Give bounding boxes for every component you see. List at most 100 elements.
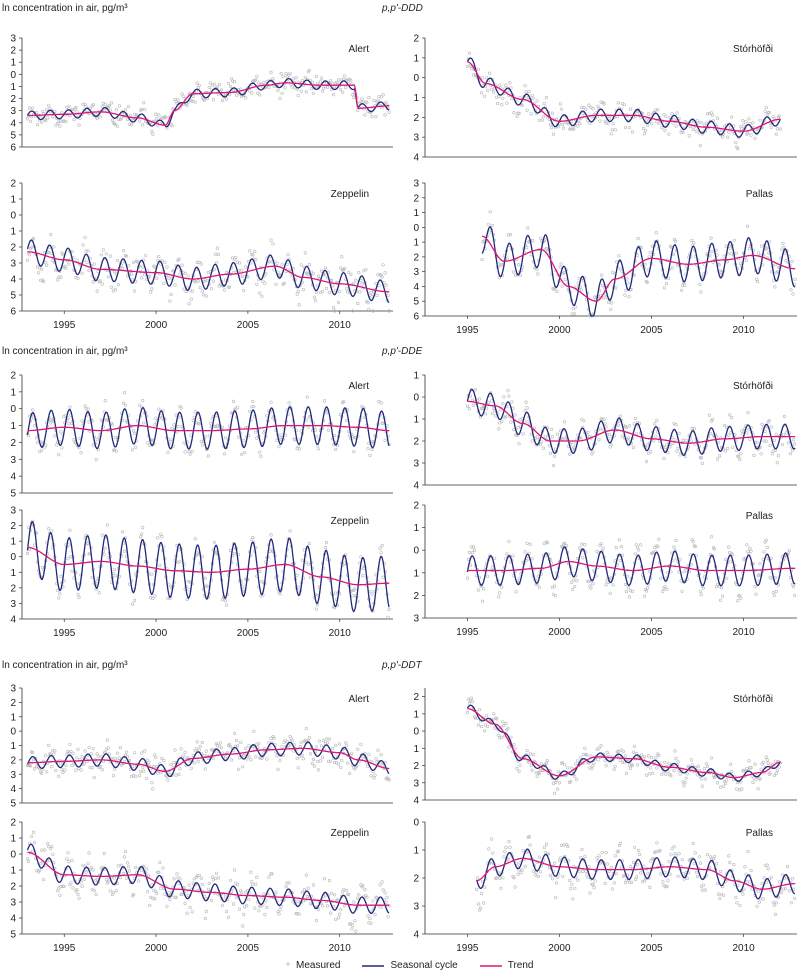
measured-point	[651, 771, 655, 775]
measured-point	[695, 773, 699, 777]
measured-point	[749, 133, 753, 137]
measured-point	[240, 890, 244, 895]
measured-point	[50, 529, 54, 533]
measured-point	[59, 119, 63, 123]
measured-point	[566, 844, 570, 849]
measured-point	[50, 844, 54, 849]
measured-point	[490, 87, 494, 91]
measured-point	[652, 439, 656, 443]
measured-point	[485, 714, 489, 718]
measured-point	[674, 423, 678, 427]
measured-point	[634, 875, 639, 879]
measured-point	[79, 768, 83, 772]
measured-point	[624, 288, 628, 293]
measured-point	[369, 290, 373, 295]
measured-point	[777, 114, 781, 118]
measured-point	[486, 88, 490, 92]
measured-point	[605, 862, 609, 866]
measured-point	[674, 756, 678, 761]
measured-point	[76, 113, 80, 117]
measured-point	[250, 405, 254, 409]
measured-point	[493, 556, 497, 560]
x-tick-label: 2005	[640, 325, 663, 336]
measured-point	[681, 780, 685, 784]
measured-point	[501, 876, 505, 880]
x-tick-label: 2000	[548, 627, 571, 638]
measured-point	[513, 273, 518, 277]
measured-point	[68, 528, 72, 532]
station-label: Stórhöfði	[733, 43, 773, 55]
measured-point	[684, 776, 688, 780]
measured-point	[283, 86, 287, 90]
measured-point	[515, 766, 519, 771]
measured-point	[44, 443, 48, 447]
measured-point	[172, 876, 176, 881]
measured-point	[514, 590, 518, 594]
measured-point	[517, 442, 521, 446]
measured-point	[205, 447, 209, 451]
measured-point	[223, 895, 228, 899]
measured-point	[239, 274, 243, 278]
measured-point	[758, 777, 762, 781]
measured-point	[691, 841, 695, 846]
measured-points	[25, 519, 391, 620]
measured-point	[506, 726, 510, 731]
measured-point	[717, 454, 722, 458]
measured-point	[535, 99, 539, 103]
measured-point	[32, 543, 37, 547]
measured-point	[373, 773, 377, 777]
station-label: Stórhöfði	[733, 693, 773, 705]
measured-point	[132, 260, 136, 265]
measured-point	[712, 547, 717, 551]
measured-point	[720, 135, 725, 139]
y-tick-label: 5	[413, 297, 419, 308]
measured-point	[87, 420, 91, 424]
measured-point	[165, 904, 169, 908]
measured-point	[112, 270, 116, 274]
measured-point	[250, 880, 254, 884]
y-tick-label: 2	[10, 698, 16, 709]
measured-point	[343, 266, 347, 271]
measured-point	[601, 296, 606, 300]
measured-point	[722, 893, 726, 897]
measured-point	[291, 77, 295, 81]
measured-point	[46, 116, 50, 120]
y-tick-label: 1	[10, 866, 16, 877]
measured-point	[375, 293, 379, 298]
measured-point	[319, 76, 324, 80]
measured-point	[45, 108, 49, 112]
measured-point	[758, 118, 762, 122]
measured-point	[211, 756, 215, 761]
measured-point	[689, 758, 693, 762]
measured-point	[742, 123, 746, 127]
measured-point	[285, 881, 289, 885]
measured-point	[603, 421, 607, 425]
measured-point	[549, 125, 554, 130]
measured-point	[791, 292, 795, 296]
measured-point	[613, 128, 617, 132]
measured-point	[715, 582, 720, 586]
measured-point	[619, 865, 624, 869]
measured-point	[736, 599, 740, 603]
measured-point	[68, 742, 72, 746]
measured-point	[662, 456, 666, 461]
measured-point	[625, 574, 630, 578]
y-tick-label: 1	[413, 415, 419, 426]
measured-point	[94, 892, 98, 897]
measured-point	[224, 97, 229, 101]
measured-point	[108, 889, 112, 893]
measured-point	[529, 112, 533, 116]
measured-point	[549, 427, 554, 431]
measured-point	[345, 888, 349, 893]
measured-point	[536, 874, 540, 879]
measured-point	[254, 258, 258, 262]
measured-point	[696, 121, 700, 125]
measured-point	[749, 868, 753, 873]
seasonal-cycle-line	[466, 388, 796, 456]
measured-point	[673, 438, 677, 442]
measured-point	[638, 871, 643, 875]
measured-point	[599, 100, 603, 104]
measured-point	[465, 64, 470, 68]
